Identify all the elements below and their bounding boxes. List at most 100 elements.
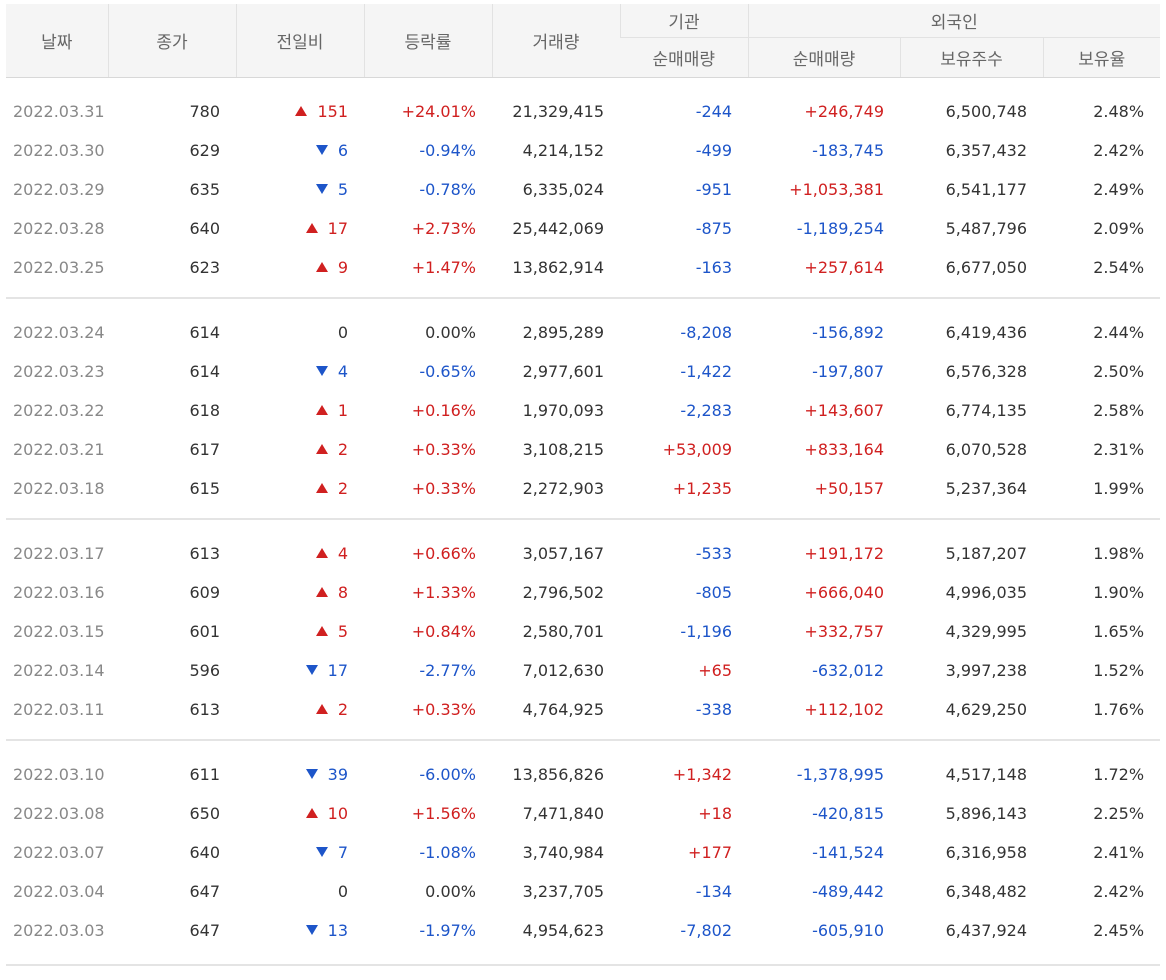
up-triangle-icon [305,223,318,233]
cell-change: 2 [236,430,364,469]
up-triangle-icon [315,587,328,597]
cell-change: 4 [236,352,364,391]
change-value: 151 [317,102,348,121]
cell-frgn-ratio: 2.25% [1093,804,1145,823]
table-header: 날짜 종가 전일비 등락률 거래량 기관 외국인 순매매량 순매매량 보유주수 … [6,4,1161,78]
cell-date: 2022.03.23 [13,362,105,381]
change-value: 7 [337,843,348,862]
cell-rate: +2.73% [411,219,476,238]
table-row: 2022.03.23 614 4 -0.65% 2,977,601 -1,422 -197,… [6,352,1160,391]
cell-frgn-net: +833,164 [804,440,884,459]
cell-close: 614 [189,323,220,342]
cell-inst-net: -134 [695,882,732,901]
cell-date: 2022.03.21 [13,440,105,459]
cell-frgn-ratio: 2.41% [1093,843,1145,862]
cell-volume: 21,329,415 [512,102,604,121]
cell-frgn-hold: 5,237,364 [945,479,1027,498]
header-volume: 거래량 [491,4,620,78]
cell-rate: +24.01% [401,102,476,121]
cell-inst-net: -163 [695,258,732,277]
cell-frgn-net: -489,442 [812,882,884,901]
group-divider [6,518,1161,534]
cell-close: 780 [189,102,220,121]
cell-frgn-ratio: 1.76% [1093,700,1145,719]
cell-volume: 3,108,215 [522,440,604,459]
cell-inst-net: -338 [695,700,732,719]
cell-rate: 0.00% [425,882,476,901]
cell-date: 2022.03.11 [13,700,105,719]
header-close: 종가 [107,4,236,78]
cell-close: 647 [189,882,220,901]
cell-frgn-hold: 3,997,238 [945,661,1027,680]
header-inst-net: 순매매량 [620,37,748,78]
cell-volume: 3,237,705 [522,882,604,901]
change-value: 0 [337,882,348,901]
cell-frgn-hold: 6,541,177 [945,180,1027,199]
cell-rate: -0.78% [419,180,476,199]
cell-change: 7 [236,833,364,872]
change-value: 2 [337,440,348,459]
cell-close: 618 [189,401,220,420]
cell-rate: -1.08% [419,843,476,862]
table-row: 2022.03.24 614 0 0.00% 2,895,289 -8,208 -156,8… [6,313,1160,352]
cell-date: 2022.03.22 [13,401,105,420]
cell-frgn-ratio: 1.90% [1093,583,1145,602]
cell-frgn-ratio: 1.99% [1093,479,1145,498]
stock-daily-table-container: 날짜 종가 전일비 등락률 거래량 기관 외국인 순매매량 순매매량 보유주수 … [6,4,1161,966]
cell-frgn-net: -632,012 [812,661,884,680]
cell-close: 617 [189,440,220,459]
cell-change: 17 [236,651,364,690]
cell-change: 17 [236,209,364,248]
cell-inst-net: +53,009 [662,440,732,459]
cell-change: 5 [236,612,364,651]
change-value: 17 [327,219,348,238]
down-triangle-icon [305,769,318,779]
cell-close: 635 [189,180,220,199]
cell-date: 2022.03.28 [13,219,105,238]
change-value: 2 [337,479,348,498]
cell-date: 2022.03.29 [13,180,105,199]
cell-rate: +0.33% [411,700,476,719]
cell-date: 2022.03.08 [13,804,105,823]
cell-frgn-ratio: 1.98% [1093,544,1145,563]
cell-rate: +0.33% [411,479,476,498]
cell-inst-net: -805 [695,583,732,602]
table-row: 2022.03.17 613 4 +0.66% 3,057,167 -533 +191,17… [6,534,1160,573]
table-row: 2022.03.03 647 13 -1.97% 4,954,623 -7,802 -605… [6,911,1160,950]
table-row: 2022.03.30 629 6 -0.94% 4,214,152 -499 -183,74… [6,131,1160,170]
header-rate: 등락률 [363,4,492,78]
down-triangle-icon [315,145,328,155]
spacer-row [6,78,1160,93]
table-row: 2022.03.29 635 5 -0.78% 6,335,024 -951 +1,053,… [6,170,1160,209]
cell-frgn-net: +666,040 [804,583,884,602]
cell-inst-net: -951 [695,180,732,199]
cell-close: 596 [189,661,220,680]
cell-change: 0 [236,872,364,911]
cell-frgn-hold: 6,677,050 [945,258,1027,277]
cell-frgn-ratio: 2.54% [1093,258,1145,277]
cell-volume: 7,012,630 [522,661,604,680]
cell-frgn-net: -141,524 [812,843,884,862]
change-value: 8 [337,583,348,602]
cell-frgn-net: -197,807 [812,362,884,381]
cell-frgn-net: +246,749 [804,102,884,121]
header-frgn-hold: 보유주수 [899,37,1043,78]
cell-close: 614 [189,362,220,381]
cell-frgn-hold: 6,070,528 [945,440,1027,459]
change-value: 9 [337,258,348,277]
cell-volume: 3,740,984 [522,843,604,862]
cell-volume: 2,977,601 [522,362,604,381]
cell-frgn-ratio: 1.52% [1093,661,1145,680]
cell-frgn-net: -420,815 [812,804,884,823]
table-row: 2022.03.08 650 10 +1.56% 7,471,840 +18 -420,81… [6,794,1160,833]
cell-frgn-hold: 6,774,135 [945,401,1027,420]
cell-change: 5 [236,170,364,209]
cell-volume: 4,764,925 [522,700,604,719]
cell-frgn-net: -156,892 [812,323,884,342]
cell-close: 613 [189,700,220,719]
cell-date: 2022.03.31 [13,102,105,121]
cell-volume: 7,471,840 [522,804,604,823]
cell-frgn-net: -183,745 [812,141,884,160]
cell-inst-net: -8,208 [680,323,732,342]
cell-frgn-hold: 4,329,995 [945,622,1027,641]
